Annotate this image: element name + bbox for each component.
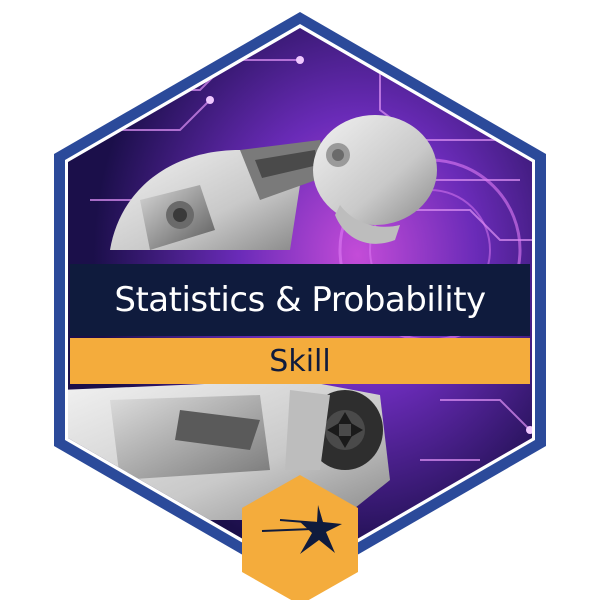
badge-subtitle: Skill (269, 343, 331, 379)
title-banner: Statistics & Probability (70, 264, 530, 336)
logo-badge (242, 475, 358, 600)
lockheed-star-icon (261, 505, 342, 554)
subtitle-banner: Skill (70, 338, 530, 384)
badge-title: Statistics & Probability (114, 280, 486, 320)
